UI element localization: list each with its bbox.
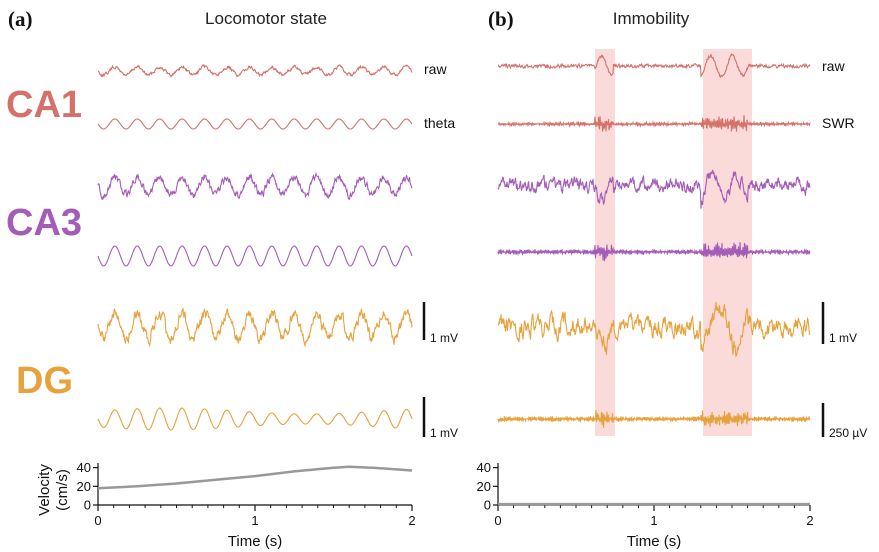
trace-label-a-theta: theta [424, 115, 455, 131]
velocity-series-a-0 [97, 465, 413, 490]
trace-b-ca3-swr [497, 242, 811, 262]
swr-highlight-2 [703, 49, 752, 436]
y-tick-label-a-40: 40 [77, 460, 91, 475]
trace-a-dg-raw [97, 307, 413, 348]
y-axis-label-line2: (cm/s) [54, 469, 71, 511]
x-tick-label-b-1: 1 [650, 513, 657, 528]
y-tick-label-a-20: 20 [77, 479, 91, 494]
scale-label-a-filt: 1 mV [430, 426, 458, 440]
region-label-dg: DG [16, 360, 73, 402]
region-label-ca3: CA3 [6, 202, 82, 244]
panel-b-letter: (b) [488, 7, 514, 31]
x-tick-label-b-0: 0 [494, 513, 501, 528]
trace-a-ca1-theta [97, 118, 413, 130]
scale-label-b-filt: 250 µV [829, 426, 867, 440]
x-tick-label-b-2: 2 [806, 513, 813, 528]
panel-b-title: Immobility [613, 9, 690, 28]
trace-a-ca1-raw [98, 63, 413, 78]
x-axis-label-b: Time (s) [627, 533, 681, 550]
trace-b-ca1-raw [497, 53, 811, 79]
trace-b-ca3-raw [497, 169, 811, 209]
panel-a-letter: (a) [8, 7, 33, 31]
trace-b-dg-raw [497, 302, 811, 358]
x-axis-label-a: Time (s) [228, 533, 282, 550]
panel-a-title: Locomotor state [205, 9, 327, 28]
trace-b-dg-swr [497, 410, 811, 428]
trace-label-b-raw: raw [822, 58, 845, 74]
x-tick-label-a-0: 0 [94, 513, 101, 528]
region-label-ca1: CA1 [6, 84, 82, 126]
y-axis-label-line1: Velocity [36, 464, 53, 516]
x-tick-label-a-1: 1 [251, 513, 258, 528]
y-tick-label-b-20: 20 [477, 479, 491, 494]
y-tick-label-b-0: 0 [484, 498, 491, 513]
x-tick-label-a-2: 2 [408, 513, 415, 528]
y-tick-label-a-0: 0 [84, 498, 91, 513]
lfp-traces [97, 53, 811, 431]
trace-a-dg-theta [97, 407, 413, 431]
swr-highlight-1 [595, 49, 615, 436]
y-tick-label-b-40: 40 [477, 460, 491, 475]
scale-label-a-raw: 1 mV [430, 331, 458, 345]
velocity-plot-b: 0 20 40 0 1 2 [477, 460, 814, 528]
trace-label-a-raw: raw [424, 61, 447, 77]
scale-label-b-raw: 1 mV [829, 331, 857, 345]
trace-label-b-swr: SWR [822, 115, 855, 131]
trace-a-ca3-raw [97, 171, 413, 201]
velocity-plot-a: 0 20 40 0 1 2 [77, 460, 416, 528]
trace-a-ca3-theta [97, 245, 413, 267]
trace-b-ca1-swr [497, 115, 811, 132]
